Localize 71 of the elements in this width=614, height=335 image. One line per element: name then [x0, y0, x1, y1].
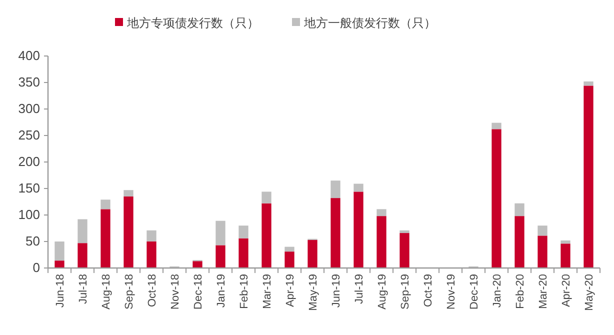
x-tick-label: Nov-18: [170, 274, 182, 310]
bar: [492, 122, 502, 130]
x-tick-label: Nov-19: [446, 274, 458, 310]
bar: [330, 198, 340, 268]
y-tick-label: 0: [32, 260, 40, 275]
x-tick-label: Feb-20: [514, 274, 526, 309]
x-tick-label: Dec-19: [468, 274, 480, 310]
x-tick-label: Apr-19: [284, 274, 296, 308]
x-tick-label: May-20: [584, 274, 596, 311]
bar: [284, 252, 294, 268]
x-tick-label: Jun-19: [330, 274, 342, 308]
bar: [238, 226, 248, 238]
x-tick-label: Dec-18: [192, 274, 204, 310]
bar: [262, 192, 272, 204]
bar: [376, 209, 386, 216]
y-tick-label: 300: [18, 101, 40, 116]
bar: [308, 240, 318, 268]
x-tick-label: Jun-18: [54, 274, 66, 308]
bar: [492, 129, 502, 268]
x-tick-label: Aug-19: [376, 274, 388, 310]
bar: [538, 236, 548, 268]
bar: [192, 261, 202, 268]
x-tick-label: Feb-19: [238, 274, 250, 309]
bar: [124, 196, 134, 268]
bar: [584, 86, 594, 268]
bar: [514, 216, 524, 268]
bar: [354, 184, 364, 192]
y-tick-label: 50: [26, 234, 40, 248]
bar: [538, 226, 548, 236]
bar: [514, 203, 524, 216]
bar: [330, 180, 340, 198]
x-tick-label: Oct-18: [146, 274, 158, 308]
y-tick-label: 150: [18, 180, 40, 196]
x-tick-label: Apr-20: [560, 274, 572, 308]
y-tick-label: 200: [18, 154, 40, 169]
x-tick-label: Mar-19: [262, 274, 274, 309]
bar: [400, 233, 410, 268]
bar: [78, 243, 88, 268]
x-tick-label: Aug-18: [100, 274, 112, 310]
y-tick-label: 250: [18, 128, 40, 142]
bar: [100, 209, 110, 268]
bar: [216, 245, 226, 268]
bar: [78, 219, 88, 244]
x-tick-label: Mar-20: [538, 274, 550, 309]
bar: [238, 238, 248, 268]
bar: [584, 81, 594, 86]
y-tick-label: 100: [18, 207, 40, 222]
bar: [560, 244, 570, 268]
x-tick-label: Jul-19: [354, 274, 366, 304]
bar: [100, 200, 110, 210]
bar: [354, 192, 364, 268]
bar: [560, 240, 570, 244]
x-tick-label: Oct-19: [422, 274, 434, 308]
x-tick-label: Jan-19: [216, 274, 228, 308]
bar: [216, 220, 226, 246]
y-tick-label: 350: [18, 74, 40, 90]
x-tick-label: Jul-18: [78, 274, 90, 304]
bar: [146, 242, 156, 268]
bar: [262, 203, 272, 268]
bar: [54, 260, 64, 268]
x-tick-label: Sep-18: [124, 274, 136, 310]
bar: [54, 242, 64, 261]
bar: [124, 190, 134, 196]
bar: [284, 246, 294, 252]
bar: [376, 216, 386, 268]
x-tick-label: Jan-20: [492, 274, 504, 308]
x-tick-label: May-19: [308, 274, 320, 311]
y-tick-label: 400: [18, 48, 40, 63]
bar: [146, 230, 156, 242]
x-tick-label: Sep-19: [400, 274, 412, 310]
bar: [400, 230, 410, 234]
